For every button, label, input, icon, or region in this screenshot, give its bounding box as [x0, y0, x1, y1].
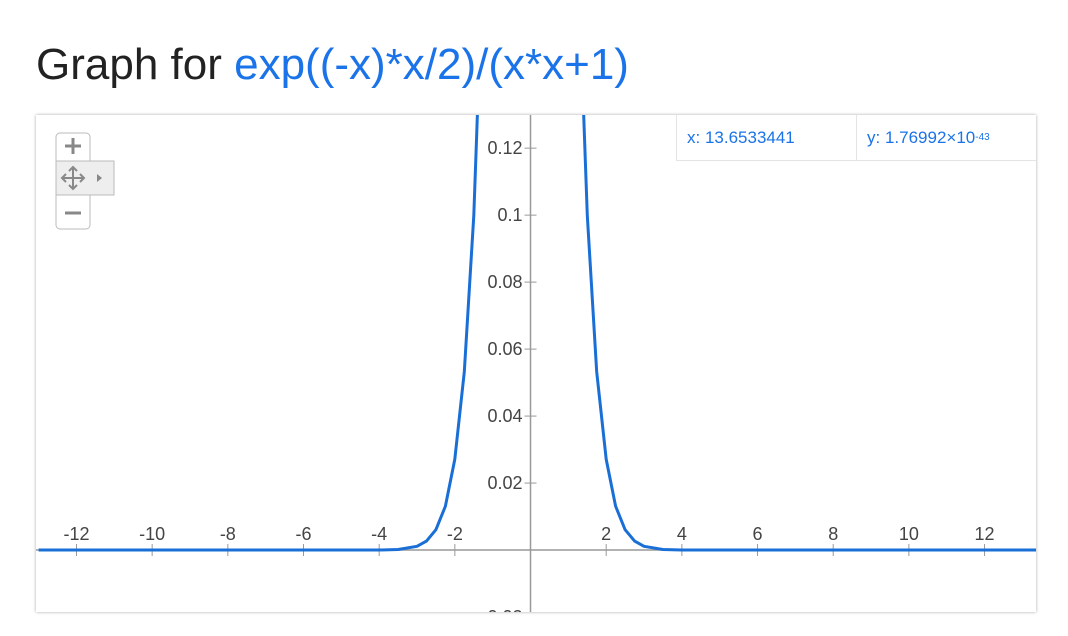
readout-y-base: y: 1.76992×10 — [867, 127, 976, 147]
x-tick-label: -4 — [371, 524, 387, 544]
title-prefix: Graph for — [36, 40, 222, 89]
y-tick-label: 0.02 — [487, 473, 522, 493]
x-tick-label: 2 — [601, 524, 611, 544]
y-tick-label: 0.04 — [487, 406, 522, 426]
readout-x: x: 13.6533441 — [676, 115, 857, 161]
y-tick-label: -0.02 — [481, 607, 522, 612]
y-tick-label: 0.12 — [487, 138, 522, 158]
x-tick-label: 8 — [828, 524, 838, 544]
readout-y: y: 1.76992×10 -43 — [856, 115, 1036, 161]
x-tick-label: -2 — [447, 524, 463, 544]
zoom-controls — [55, 132, 115, 230]
x-tick-label: 10 — [899, 524, 919, 544]
x-tick-label: -6 — [295, 524, 311, 544]
x-tick-label: 12 — [975, 524, 995, 544]
zoom-in[interactable] — [65, 138, 81, 154]
x-tick-label: -10 — [139, 524, 165, 544]
pan-arrow — [97, 174, 102, 182]
x-tick-label: 6 — [753, 524, 763, 544]
graph: -12 -10 -8 -6 -4 -2 2 4 6 8 10 12 -0.02 0.02 0.04 0.06 0… — [36, 115, 1036, 612]
title: Graph for exp((-x)*x/2)/(x*x+1) — [36, 40, 629, 90]
x-tick-label: -8 — [220, 524, 236, 544]
y-tick-label: 0.06 — [487, 339, 522, 359]
x-tick-label: -12 — [63, 524, 89, 544]
pan-icon — [60, 165, 86, 191]
readout-y-exp: -43 — [975, 132, 990, 143]
curve — [38, 115, 1036, 552]
y-tick-label: 0.08 — [487, 272, 522, 292]
function: exp((-x)*x/2)/(x*x+1) — [234, 40, 629, 89]
y-tick-label: 0.1 — [497, 205, 522, 225]
x-tick-label: 4 — [677, 524, 687, 544]
plot: -12 -10 -8 -6 -4 -2 2 4 6 8 10 12 -0.02 0.02 0.04 0.06 0… — [36, 115, 1036, 612]
